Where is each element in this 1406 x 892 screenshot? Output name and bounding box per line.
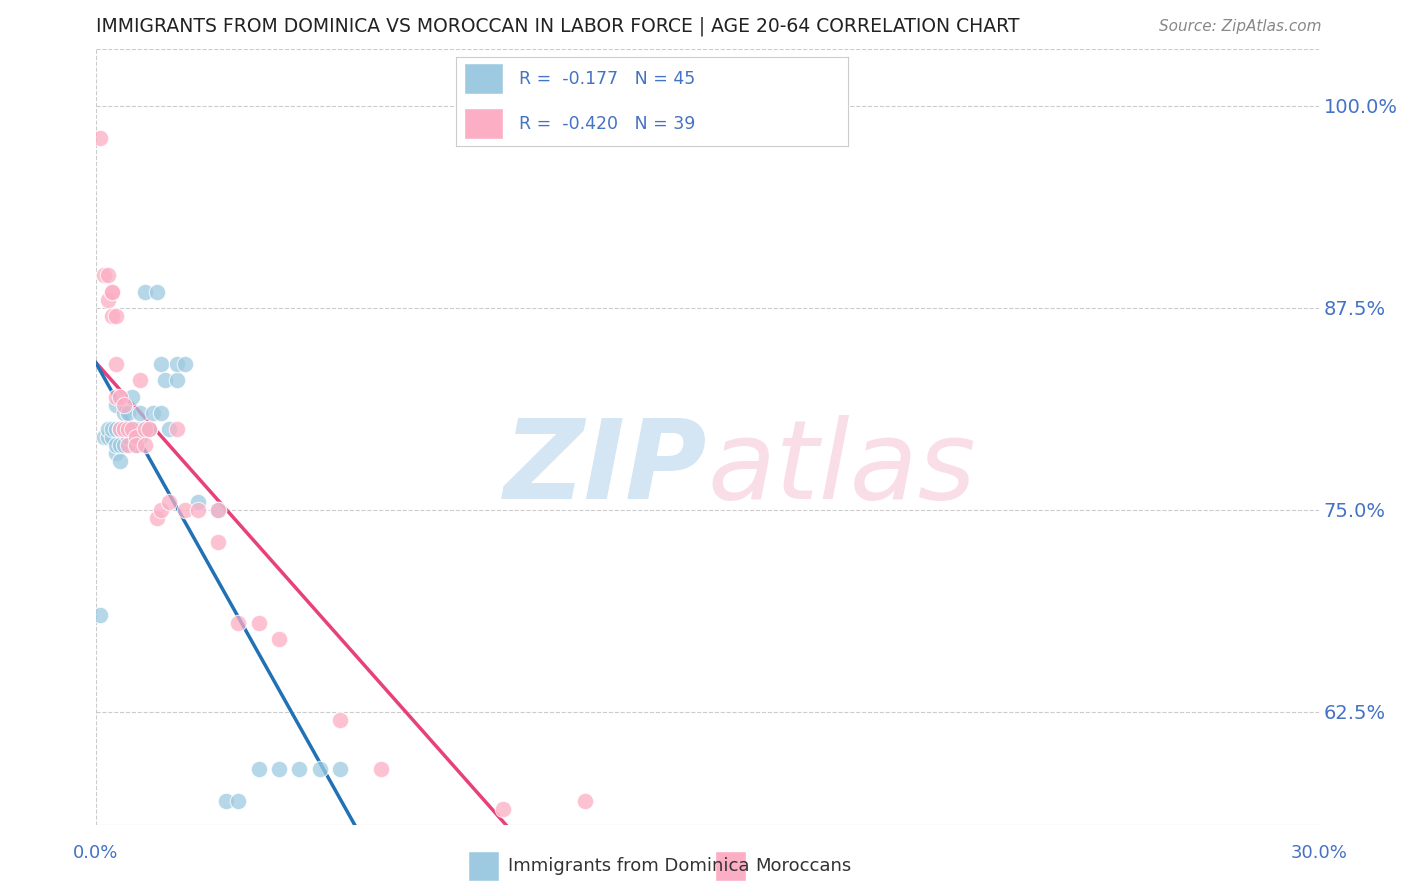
Text: Source: ZipAtlas.com: Source: ZipAtlas.com (1159, 20, 1322, 34)
Point (574, 794, 596, 808)
Point (288, 762, 311, 776)
Point (117, 438, 139, 452)
Point (149, 406, 172, 420)
Point (101, 430, 124, 444)
Point (105, 309, 127, 323)
Point (134, 422, 156, 436)
Point (329, 762, 352, 776)
Point (146, 285, 169, 299)
Point (125, 438, 148, 452)
Point (166, 422, 188, 436)
Point (112, 406, 135, 420)
Point (108, 438, 131, 452)
Point (117, 406, 139, 420)
Point (149, 503, 172, 517)
Point (186, 503, 209, 517)
Point (97, 268, 120, 283)
Point (112, 422, 135, 436)
Point (309, 762, 332, 776)
Point (153, 374, 176, 388)
Text: 30.0%: 30.0% (1291, 844, 1347, 862)
Text: Moroccans: Moroccans (755, 857, 852, 875)
Point (329, 713, 352, 727)
Point (207, 503, 229, 517)
Point (207, 535, 229, 549)
Point (129, 430, 152, 444)
Point (112, 422, 135, 436)
Point (228, 615, 250, 630)
Point (138, 422, 160, 436)
Point (101, 422, 124, 436)
Point (134, 438, 156, 452)
Point (108, 454, 131, 468)
Text: Immigrants from Dominica: Immigrants from Dominica (508, 857, 749, 875)
Point (166, 374, 188, 388)
Point (101, 285, 124, 299)
Point (105, 446, 127, 460)
Point (121, 422, 143, 436)
Point (101, 309, 124, 323)
Point (492, 802, 515, 816)
Point (267, 762, 291, 776)
Point (174, 357, 197, 371)
Point (108, 422, 131, 436)
Point (97, 293, 120, 307)
Point (134, 422, 156, 436)
Point (228, 794, 250, 808)
Point (112, 438, 135, 452)
Text: ZIP: ZIP (503, 415, 707, 522)
Point (129, 374, 152, 388)
Text: atlas: atlas (707, 415, 976, 522)
Point (166, 357, 188, 371)
Point (89, 131, 111, 145)
Point (146, 511, 169, 525)
Point (121, 422, 143, 436)
Point (89, 607, 111, 622)
Bar (468, 851, 499, 881)
Point (186, 494, 209, 508)
Point (105, 390, 127, 404)
Point (125, 438, 148, 452)
Point (105, 398, 127, 412)
Point (105, 422, 127, 436)
Point (138, 422, 160, 436)
Point (93, 430, 115, 444)
Point (142, 406, 165, 420)
Point (112, 398, 135, 412)
Point (105, 438, 127, 452)
Point (97, 422, 120, 436)
Point (149, 357, 172, 371)
Bar (716, 851, 747, 881)
Point (207, 503, 229, 517)
Text: IMMIGRANTS FROM DOMINICA VS MOROCCAN IN LABOR FORCE | AGE 20-64 CORRELATION CHAR: IMMIGRANTS FROM DOMINICA VS MOROCCAN IN … (96, 16, 1019, 36)
Point (134, 285, 156, 299)
Point (157, 494, 180, 508)
Point (125, 430, 148, 444)
Point (247, 615, 270, 630)
Text: 0.0%: 0.0% (73, 844, 118, 862)
Point (125, 422, 148, 436)
Point (215, 794, 238, 808)
Point (121, 390, 143, 404)
Point (117, 430, 139, 444)
Point (267, 632, 291, 647)
Point (108, 390, 131, 404)
Point (174, 503, 197, 517)
Point (108, 422, 131, 436)
Point (93, 268, 115, 283)
Point (117, 422, 139, 436)
Point (101, 285, 124, 299)
Point (247, 762, 270, 776)
Point (157, 422, 180, 436)
Point (97, 430, 120, 444)
Point (105, 357, 127, 371)
Point (370, 762, 392, 776)
Point (129, 406, 152, 420)
